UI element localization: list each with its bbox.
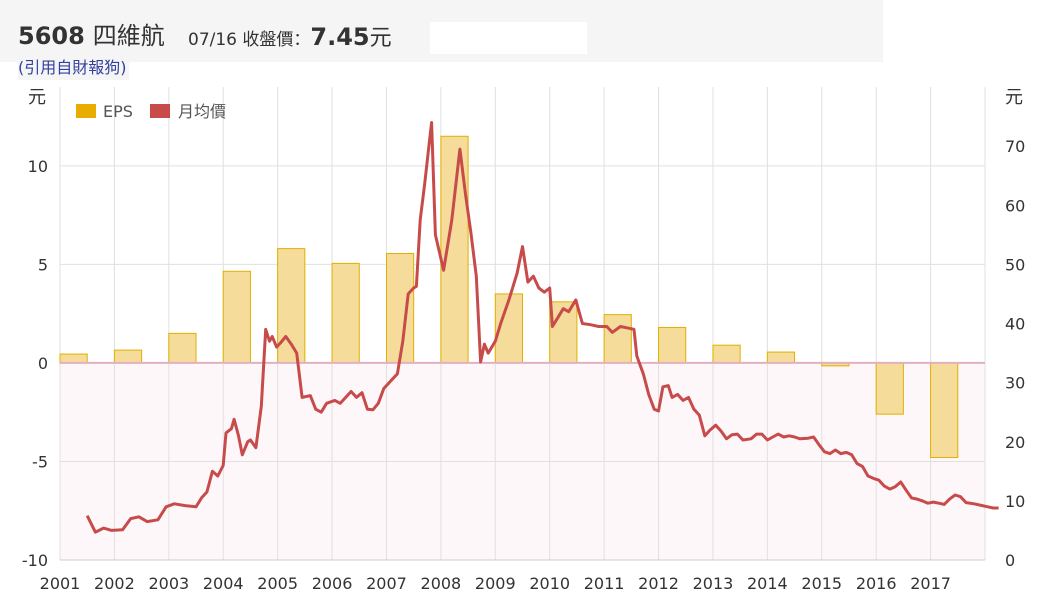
left-tick-label: 5: [38, 255, 48, 274]
legend-price-label: 月均價: [178, 102, 226, 121]
stock-title: 5608 四維航: [18, 16, 165, 51]
axes: 2001 2002 2003 2004 2005 2006 2007 2008 2009 2010…: [22, 87, 1026, 593]
source-link[interactable]: (引用自財報狗): [18, 54, 129, 80]
eps-bar[interactable]: [603, 314, 632, 364]
right-tick-label: 0: [1005, 551, 1015, 570]
x-tick-label: 2011: [584, 574, 625, 593]
eps-bar[interactable]: [766, 351, 796, 364]
x-tick-label: 2006: [312, 574, 353, 593]
x-tick-label: 2009: [475, 574, 516, 593]
left-axis-unit: 元: [28, 87, 46, 108]
quote-line: 07/16 收盤價：7.45元: [188, 20, 392, 52]
right-tick-label: 70: [1005, 137, 1025, 156]
x-tick-label: 2013: [693, 574, 734, 593]
blank-box: [430, 22, 587, 54]
x-tick-label: 2016: [856, 574, 897, 593]
stock-name: 四維航: [92, 22, 165, 50]
left-tick-label: -10: [22, 551, 48, 570]
right-tick-label: 10: [1005, 492, 1025, 511]
eps-bar[interactable]: [712, 344, 741, 364]
legend-eps-swatch: [76, 104, 96, 118]
price-line-series: [85, 121, 999, 534]
x-tick-label: 2004: [203, 574, 244, 593]
gridlines: [59, 87, 986, 561]
close-price-value: 7.45: [310, 23, 370, 51]
x-tick-label: 2008: [421, 574, 462, 593]
eps-bar[interactable]: [331, 262, 360, 364]
right-tick-label: 50: [1005, 255, 1025, 274]
stock-code: 5608: [18, 22, 85, 50]
right-tick-label: 30: [1005, 374, 1025, 393]
x-tick-label: 2005: [257, 574, 298, 593]
eps-bar[interactable]: [168, 332, 197, 364]
legend[interactable]: EPS 月均價: [76, 102, 226, 121]
x-tick-label: 2007: [366, 574, 407, 593]
x-tick-label: 2001: [40, 574, 81, 593]
eps-bar[interactable]: [930, 362, 959, 459]
legend-eps-label: EPS: [103, 102, 133, 121]
right-axis-unit: 元: [1005, 87, 1023, 108]
x-tick-label: 2015: [801, 574, 842, 593]
right-tick-label: 40: [1005, 315, 1025, 334]
right-tick-label: 20: [1005, 433, 1025, 452]
left-tick-label: 0: [38, 354, 48, 373]
eps-bar[interactable]: [875, 362, 904, 415]
right-tick-label: 60: [1005, 196, 1025, 215]
x-tick-label: 2010: [529, 574, 570, 593]
close-price-label: 收盤價：: [242, 30, 311, 50]
price-unit: 元: [369, 26, 392, 51]
left-tick-label: -5: [32, 452, 48, 471]
eps-bar[interactable]: [222, 270, 251, 364]
eps-bar[interactable]: [658, 326, 687, 364]
x-tick-label: 2017: [910, 574, 951, 593]
eps-bar[interactable]: [59, 353, 88, 364]
eps-bar[interactable]: [113, 349, 143, 364]
left-tick-label: 10: [28, 157, 48, 176]
x-tick-label: 2003: [148, 574, 189, 593]
quote-date: 07/16: [188, 30, 237, 50]
eps-bar[interactable]: [385, 253, 415, 364]
x-tick-label: 2012: [638, 574, 679, 593]
x-tick-label: 2014: [747, 574, 788, 593]
eps-bar[interactable]: [549, 301, 578, 364]
legend-price-swatch: [150, 104, 170, 118]
x-tick-label: 2002: [94, 574, 135, 593]
